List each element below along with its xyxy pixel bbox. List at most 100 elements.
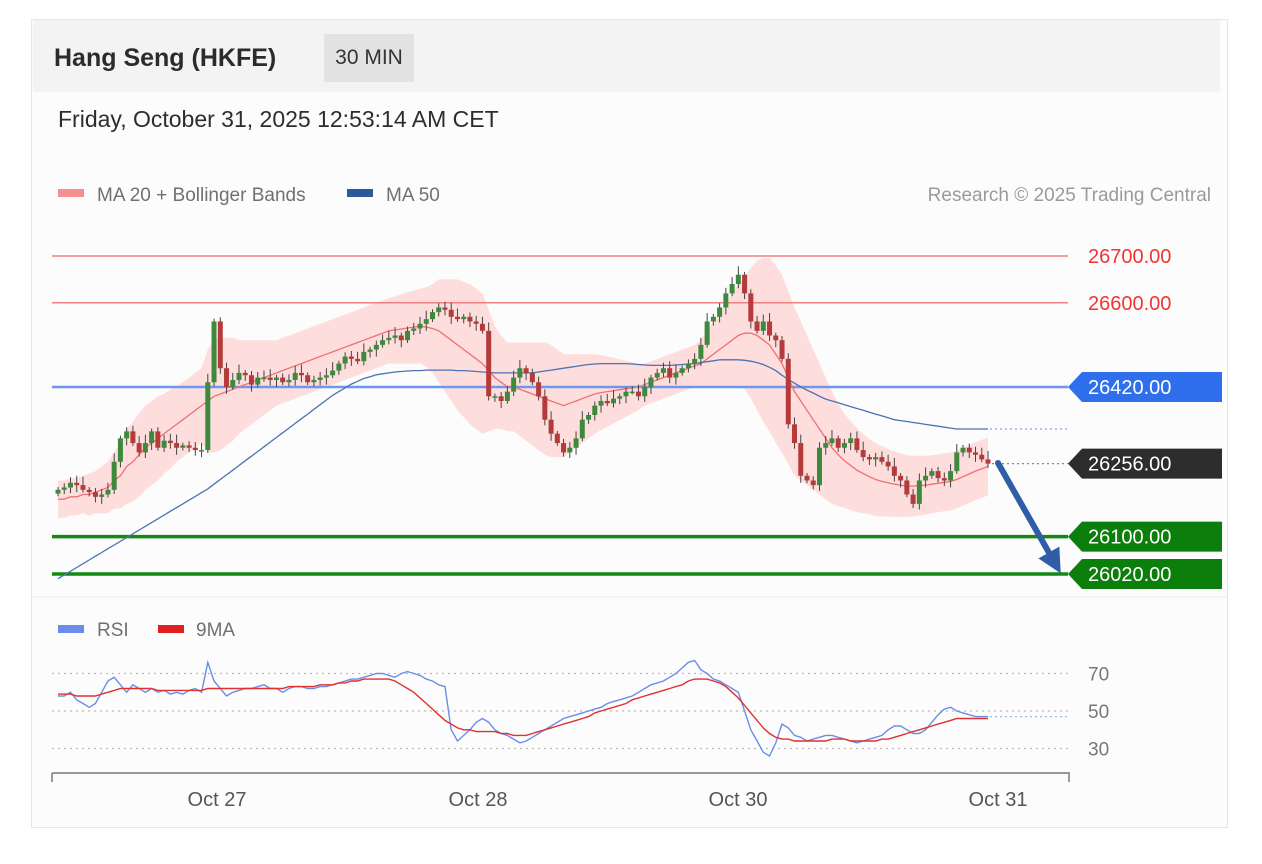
candle-body — [973, 452, 979, 455]
candle-body — [573, 438, 579, 448]
candle-body — [448, 309, 454, 317]
rsi-ma-line — [58, 678, 988, 742]
candle-body — [611, 398, 617, 404]
support-price-label: 26020.00 — [1088, 564, 1171, 586]
candle-body — [804, 475, 810, 481]
rsi-legend-swatch — [58, 625, 84, 633]
candle-body — [199, 450, 205, 452]
candle-body — [935, 471, 941, 479]
candle-body — [267, 377, 273, 380]
level-labels: 26700.00 26600.00 26420.00 26256.00 26100.00… — [1068, 246, 1222, 589]
candle-body — [979, 454, 985, 460]
candle-body — [923, 475, 929, 481]
support-price-tag — [1068, 559, 1222, 589]
candle-body — [848, 438, 854, 444]
candle-body — [467, 316, 473, 322]
x-axis-labels: Oct 27 Oct 28 Oct 30 Oct 31 — [188, 789, 1028, 811]
candle-body — [673, 372, 679, 378]
candle-body — [567, 447, 573, 453]
candle-body — [898, 475, 904, 481]
candle-body — [286, 379, 292, 383]
candle-body — [873, 457, 879, 460]
ma50-legend-swatch — [347, 189, 373, 197]
candle-body — [248, 375, 254, 385]
candle-body — [929, 471, 935, 476]
candle-body — [742, 274, 748, 294]
resistance-label: 26600.00 — [1088, 293, 1171, 315]
candle-body — [174, 443, 180, 448]
candle-body — [398, 335, 404, 341]
x-axis-label: Oct 28 — [449, 789, 508, 811]
candle-body — [642, 386, 648, 397]
candle-body — [298, 372, 304, 376]
chart-header: Hang Seng (HKFE) 30 MIN — [33, 20, 1220, 92]
candle-body — [486, 330, 492, 397]
candle-body — [317, 377, 323, 380]
candle-body — [910, 494, 916, 504]
candle-body — [117, 438, 123, 462]
candle-body — [729, 284, 735, 294]
candle-body — [598, 400, 604, 406]
candle-body — [579, 419, 585, 439]
candle-body — [860, 450, 866, 458]
candle-body — [411, 328, 417, 331]
candle-body — [792, 424, 798, 444]
candle-body — [442, 307, 448, 310]
candle-body — [405, 330, 411, 341]
candle-body — [373, 344, 379, 350]
x-axis-label: Oct 27 — [188, 789, 247, 811]
candle-body — [492, 396, 498, 398]
candle-body — [80, 485, 86, 490]
interval-button[interactable]: 30 MIN — [324, 34, 414, 82]
candle-body — [854, 438, 860, 451]
candle-body — [517, 368, 523, 378]
candle-body — [735, 274, 741, 285]
candle-body — [479, 323, 485, 331]
support-price-tag — [1068, 521, 1222, 552]
candle-body — [773, 335, 779, 341]
candle-body — [835, 438, 841, 448]
candle-body — [230, 379, 236, 387]
ma20-legend-swatch — [58, 189, 84, 197]
chart-datetime: Friday, October 31, 2025 12:53:14 AM CET — [58, 106, 499, 132]
x-axis-label: Oct 30 — [709, 789, 768, 811]
candle-body — [948, 471, 954, 481]
candle-body — [86, 489, 92, 493]
level-lines — [52, 255, 1068, 576]
candle-body — [305, 375, 311, 383]
candle-body — [105, 489, 111, 495]
candle-body — [904, 480, 910, 495]
candle-body — [960, 447, 966, 453]
candle-body — [785, 358, 791, 425]
candle-body — [342, 356, 348, 364]
candle-body — [891, 466, 897, 476]
candle-body — [648, 377, 654, 387]
candle-body — [111, 461, 117, 490]
candle-body — [723, 293, 729, 308]
candle-body — [704, 321, 710, 345]
candle-body — [236, 372, 242, 380]
candle-body — [823, 443, 829, 448]
candle-body — [941, 478, 947, 481]
candle-body — [55, 489, 61, 494]
x-axis-label: Oct 31 — [969, 789, 1028, 811]
rsi-legend-label: RSI — [97, 620, 129, 641]
candle-body — [554, 433, 560, 444]
candle-body — [217, 321, 223, 369]
candle-body — [142, 443, 148, 453]
rsi-line — [58, 659, 988, 757]
candle-body — [767, 321, 773, 336]
ma20-line — [58, 325, 989, 500]
candle-body — [261, 377, 267, 380]
candle-body — [536, 382, 542, 397]
candle-body — [586, 415, 592, 420]
candle-body — [255, 377, 261, 385]
candle-body — [124, 431, 130, 439]
candle-body — [542, 396, 548, 420]
last-price-label: 26256.00 — [1088, 454, 1171, 476]
candle-body — [149, 431, 155, 444]
candle-body — [224, 368, 230, 387]
candle-body — [355, 358, 361, 362]
candle-body — [816, 447, 822, 486]
candle-body — [710, 316, 716, 322]
